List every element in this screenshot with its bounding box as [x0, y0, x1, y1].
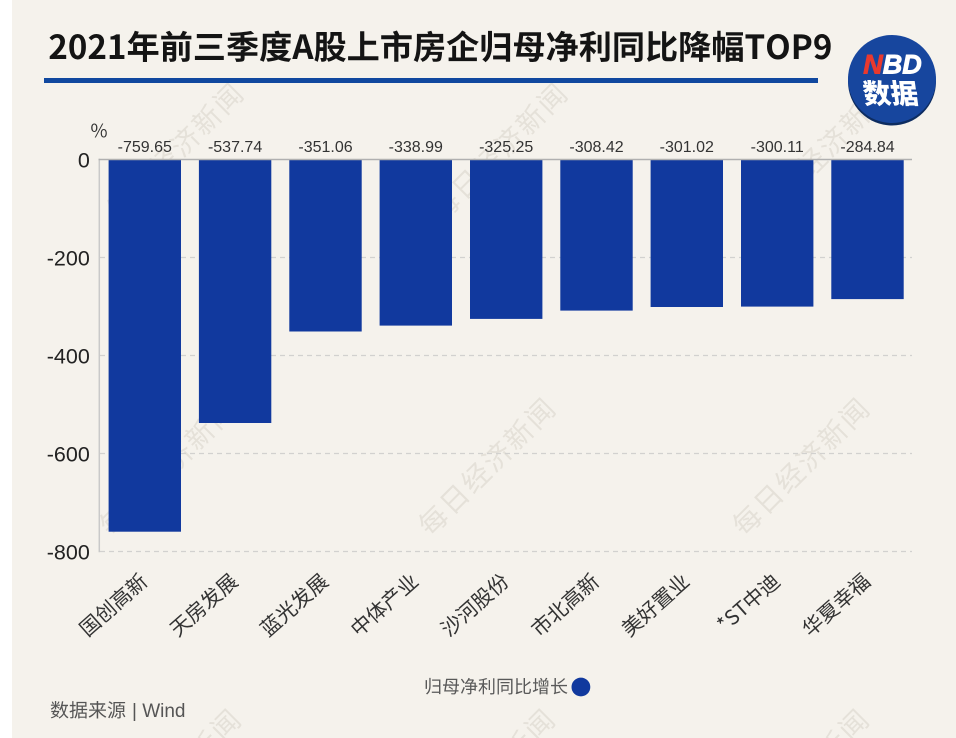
svg-text:-351.06: -351.06	[298, 139, 352, 156]
svg-text:0: 0	[78, 148, 90, 172]
svg-text:-537.74: -537.74	[208, 139, 262, 156]
svg-text:-600: -600	[47, 442, 90, 466]
svg-text:-308.42: -308.42	[569, 139, 623, 156]
svg-text:NBD: NBD	[863, 50, 922, 80]
svg-text:-325.25: -325.25	[479, 139, 533, 156]
svg-text:-284.84: -284.84	[840, 139, 894, 156]
svg-text:-301.02: -301.02	[660, 139, 714, 156]
svg-text:-400: -400	[47, 344, 90, 368]
svg-text:-759.65: -759.65	[118, 139, 172, 156]
svg-text:| Wind: | Wind	[132, 701, 186, 722]
svg-text:-200: -200	[47, 246, 90, 270]
svg-text:-800: -800	[47, 540, 90, 564]
svg-text:-300.11: -300.11	[751, 139, 804, 156]
svg-text:-338.99: -338.99	[389, 139, 443, 156]
